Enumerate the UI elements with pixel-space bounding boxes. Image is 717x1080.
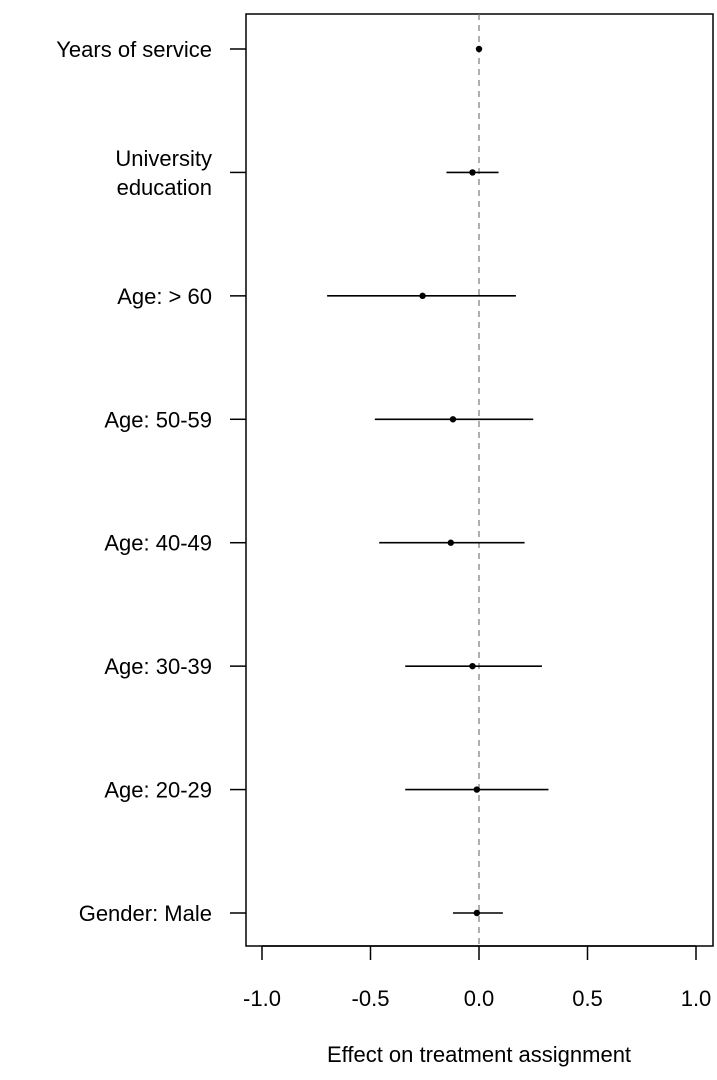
row-label: Age: > 60 <box>117 284 212 309</box>
row-label: Age: 40-49 <box>104 531 212 556</box>
x-tick-label: 0.5 <box>572 986 603 1011</box>
row-label-line: Age: 40-49 <box>104 531 212 556</box>
row-label: Gender: Male <box>79 901 212 926</box>
row-label: Age: 30-39 <box>104 654 212 679</box>
point-estimate <box>469 169 476 176</box>
row-label-line: Age: 20-29 <box>104 778 212 803</box>
row-label-line: Age: > 60 <box>117 284 212 309</box>
x-tick-label: -0.5 <box>352 986 390 1011</box>
x-tick-label: -1.0 <box>243 986 281 1011</box>
point-estimate <box>473 909 481 917</box>
row-label-line: Age: 50-59 <box>104 407 212 432</box>
row-label-line: Years of service <box>56 37 212 62</box>
x-tick-label: 0.0 <box>464 986 495 1011</box>
point-estimate <box>473 786 481 793</box>
y-axis: Years of service University education Age: … <box>56 37 246 926</box>
row-label: Age: 20-29 <box>104 778 212 803</box>
row-label-line: University <box>115 146 212 171</box>
x-tick-label: 1.0 <box>681 986 712 1011</box>
row-label-line: Age: 30-39 <box>104 654 212 679</box>
point-estimate <box>447 539 454 546</box>
point-estimate <box>469 662 476 670</box>
point-estimate <box>449 416 457 423</box>
point-estimate <box>475 45 483 53</box>
row-label-line: education <box>117 175 212 200</box>
point-estimate <box>419 292 426 300</box>
row-label-line: Gender: Male <box>79 901 212 926</box>
x-axis-title: Effect on treatment assignment <box>327 1042 631 1067</box>
row-label: Years of service <box>56 37 212 62</box>
estimate-marks <box>327 45 549 917</box>
row-label: University education <box>115 146 212 200</box>
row-label: Age: 50-59 <box>104 407 212 432</box>
x-axis: -1.0 -0.5 0.0 0.5 1.0 <box>243 945 712 1011</box>
